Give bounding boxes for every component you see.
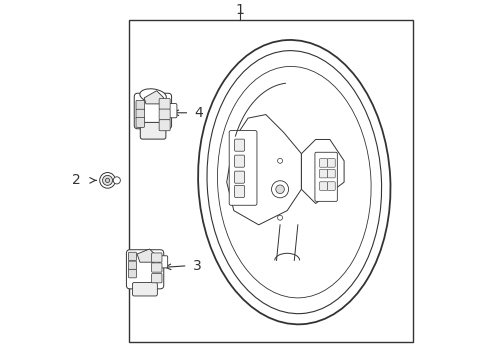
Ellipse shape [217, 67, 370, 298]
FancyBboxPatch shape [234, 155, 244, 167]
FancyBboxPatch shape [128, 252, 136, 261]
Text: 1: 1 [235, 3, 244, 17]
FancyBboxPatch shape [128, 269, 136, 278]
Text: 3: 3 [193, 259, 201, 273]
Ellipse shape [206, 51, 381, 314]
FancyBboxPatch shape [314, 152, 337, 201]
FancyBboxPatch shape [319, 182, 326, 190]
Ellipse shape [140, 89, 166, 103]
Polygon shape [301, 139, 344, 203]
FancyBboxPatch shape [136, 109, 144, 119]
FancyBboxPatch shape [159, 109, 170, 120]
Ellipse shape [198, 40, 390, 324]
Circle shape [102, 175, 112, 185]
FancyBboxPatch shape [126, 250, 163, 289]
Circle shape [100, 172, 115, 188]
FancyBboxPatch shape [234, 139, 244, 151]
FancyBboxPatch shape [151, 274, 162, 283]
FancyBboxPatch shape [234, 171, 244, 183]
Text: 4: 4 [194, 106, 203, 120]
FancyBboxPatch shape [134, 93, 171, 129]
FancyBboxPatch shape [132, 283, 157, 296]
FancyBboxPatch shape [319, 169, 326, 178]
Circle shape [275, 185, 284, 194]
FancyBboxPatch shape [151, 263, 162, 272]
Polygon shape [144, 91, 163, 104]
FancyBboxPatch shape [128, 261, 136, 270]
Text: 2: 2 [72, 174, 81, 187]
FancyBboxPatch shape [326, 182, 334, 190]
Polygon shape [226, 114, 301, 225]
FancyBboxPatch shape [151, 253, 162, 262]
FancyBboxPatch shape [319, 159, 326, 167]
FancyBboxPatch shape [159, 256, 167, 268]
Bar [129, 20, 413, 342]
FancyBboxPatch shape [159, 120, 170, 131]
FancyBboxPatch shape [159, 98, 170, 109]
Polygon shape [137, 249, 155, 262]
Circle shape [113, 177, 120, 184]
Circle shape [105, 178, 109, 183]
FancyBboxPatch shape [326, 159, 334, 167]
FancyBboxPatch shape [229, 131, 256, 205]
FancyBboxPatch shape [136, 100, 144, 110]
FancyBboxPatch shape [166, 104, 177, 118]
FancyBboxPatch shape [140, 122, 165, 139]
Circle shape [271, 181, 288, 198]
FancyBboxPatch shape [326, 169, 334, 178]
FancyBboxPatch shape [234, 185, 244, 197]
Circle shape [277, 215, 282, 220]
FancyBboxPatch shape [136, 117, 144, 127]
Circle shape [277, 158, 282, 163]
